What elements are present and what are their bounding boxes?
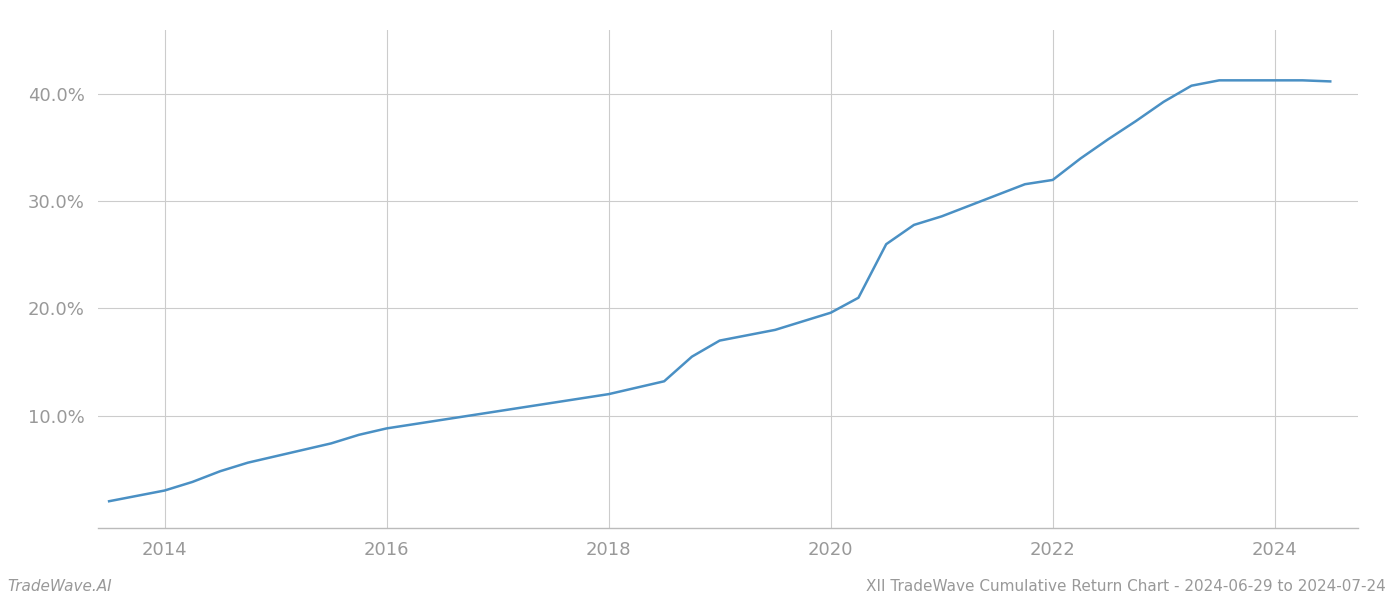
- Text: TradeWave.AI: TradeWave.AI: [7, 579, 112, 594]
- Text: XII TradeWave Cumulative Return Chart - 2024-06-29 to 2024-07-24: XII TradeWave Cumulative Return Chart - …: [867, 579, 1386, 594]
